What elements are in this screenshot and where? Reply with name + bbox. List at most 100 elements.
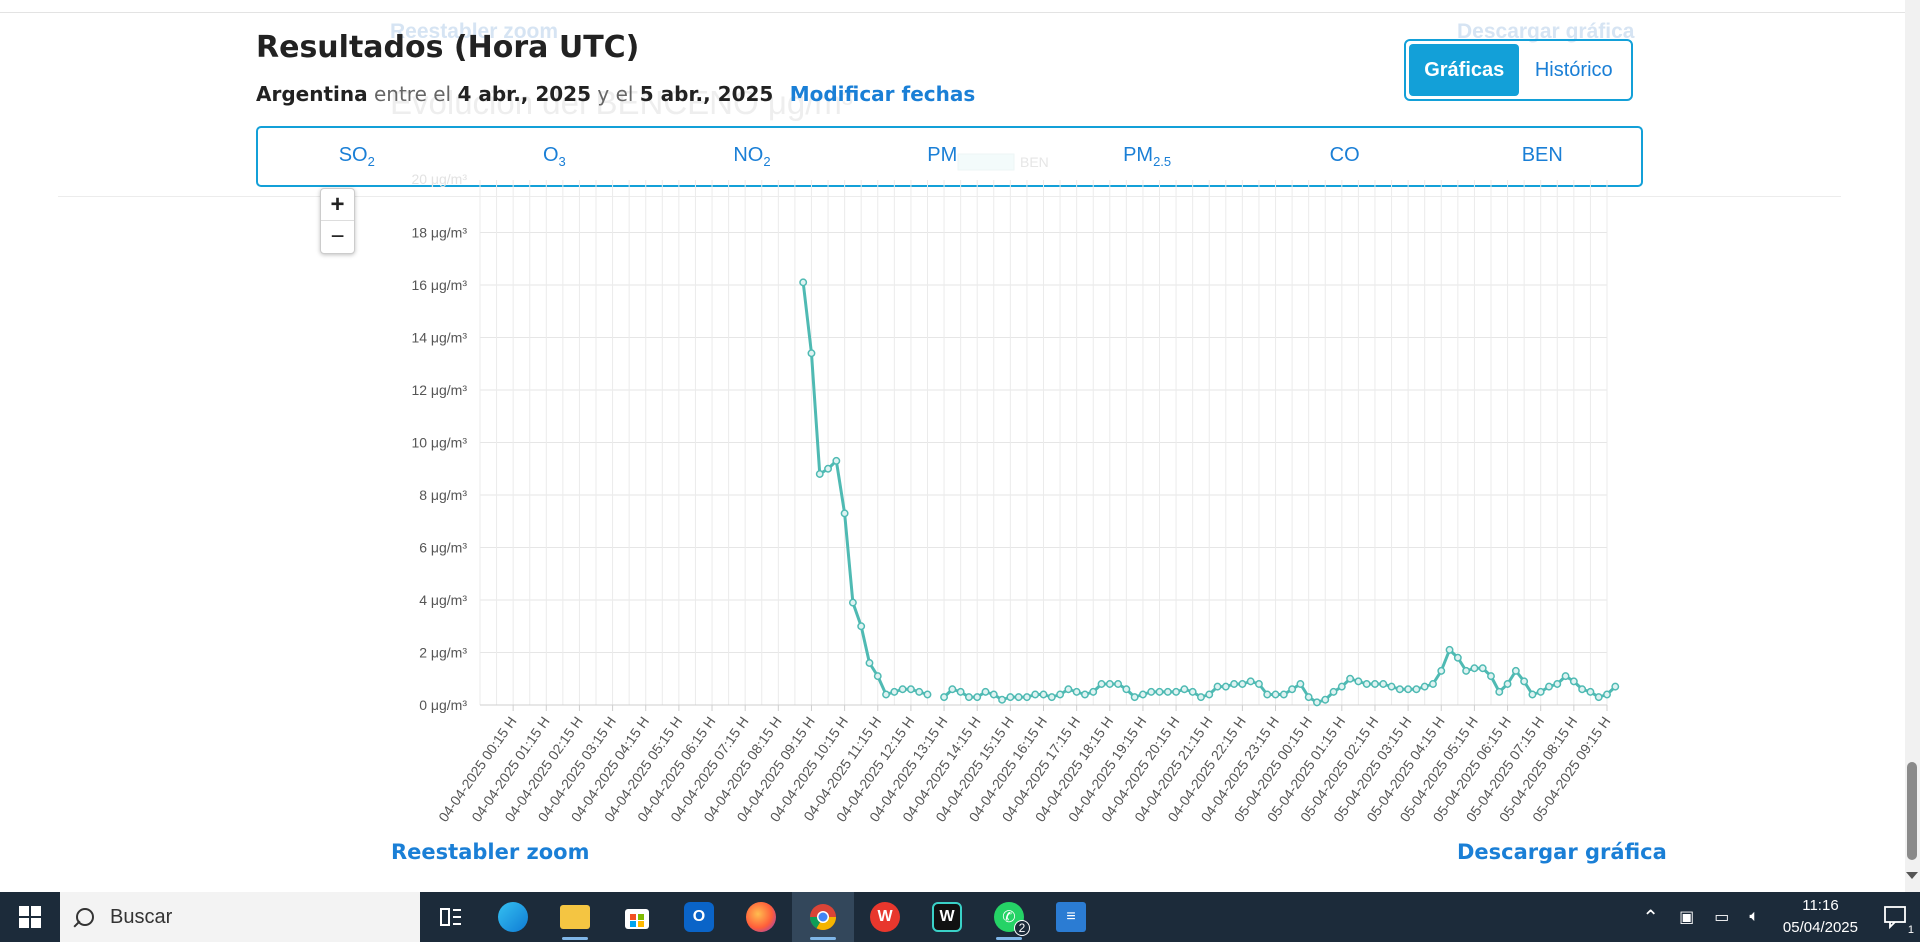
zoom-controls: + − <box>320 188 355 254</box>
y-tick-label: 10 μg/m³ <box>411 435 467 451</box>
data-point <box>882 690 891 699</box>
taskbar-search[interactable]: Buscar <box>60 892 420 942</box>
download-chart-link[interactable]: Descargar gráfica <box>1457 840 1667 864</box>
y-tick-label: 14 μg/m³ <box>411 330 467 346</box>
data-point <box>1064 685 1073 694</box>
data-point <box>964 693 973 702</box>
data-point <box>1304 693 1313 702</box>
volume-icon[interactable]: 🔈︎ <box>1749 908 1759 925</box>
series-line <box>801 282 928 696</box>
wps-icon: W <box>870 902 900 932</box>
data-point <box>1561 672 1570 681</box>
chrome-icon <box>809 904 837 931</box>
taskbar-edge[interactable] <box>482 892 544 942</box>
data-point <box>1329 687 1338 696</box>
and-text: y el <box>597 82 634 106</box>
tab-no2[interactable]: NO2 <box>733 144 771 169</box>
data-point <box>981 687 990 696</box>
data-point <box>848 598 857 607</box>
network-icon[interactable]: ▭ <box>1714 909 1730 926</box>
webex-icon: W <box>932 902 962 932</box>
taskbar-wps[interactable]: W <box>854 892 916 942</box>
notification-icon <box>1884 906 1906 929</box>
tab-co[interactable]: CO <box>1329 144 1360 166</box>
taskbar-outlook[interactable]: O <box>668 892 730 942</box>
data-point <box>989 690 998 699</box>
data-point <box>1412 685 1421 694</box>
outlook-icon: O <box>684 902 714 932</box>
system-tray: ⌃ ▣ ▭ 🔈︎ 11:16 05/04/2025 1 <box>1632 892 1920 942</box>
y-tick-label: 2 μg/m³ <box>419 645 467 661</box>
tab-ben[interactable]: BEN <box>1521 144 1563 166</box>
ghost-chart-title: Evolución del BENCENO μg/m³ <box>390 84 853 121</box>
tab-pm25[interactable]: PM2.5 <box>1123 144 1172 169</box>
data-point <box>1196 693 1205 702</box>
reset-zoom-link[interactable]: Reestabler zoom <box>391 840 590 864</box>
data-point <box>1172 687 1181 696</box>
data-point <box>1321 695 1330 704</box>
data-point <box>1022 693 1031 702</box>
tab-so2[interactable]: SO2 <box>338 144 375 169</box>
data-point <box>915 687 924 696</box>
data-point <box>1155 687 1164 696</box>
chevron-up-icon[interactable]: ⌃ <box>1642 906 1660 929</box>
zoom-out-button[interactable]: − <box>330 223 345 250</box>
start-button[interactable] <box>0 892 60 942</box>
taskbar-firefox[interactable] <box>730 892 792 942</box>
data-point <box>1122 685 1131 694</box>
zoom-in-button[interactable]: + <box>321 189 354 221</box>
data-point <box>1611 682 1620 691</box>
data-point <box>1511 666 1520 675</box>
date-from: 4 abr., 2025 <box>457 82 592 106</box>
meet-icon[interactable]: ▣ <box>1679 909 1695 926</box>
data-point <box>973 693 982 702</box>
clock[interactable]: 11:16 05/04/2025 <box>1783 895 1858 939</box>
y-tick-label: 4 μg/m³ <box>419 592 467 608</box>
page-title: Resultados (Hora UTC) <box>256 30 640 65</box>
data-point <box>1470 664 1479 673</box>
data-point <box>1031 690 1040 699</box>
data-point <box>1371 680 1379 688</box>
history-button[interactable]: Histórico <box>1534 58 1613 81</box>
data-point <box>1097 680 1106 688</box>
taskbar-webex[interactable]: W <box>916 892 978 942</box>
y-tick-label: 6 μg/m³ <box>419 540 467 556</box>
data-point <box>1346 674 1355 683</box>
data-point <box>956 687 965 696</box>
ghost-legend-swatch <box>957 153 1015 171</box>
modify-dates-link[interactable]: Modificar fechas <box>789 82 976 106</box>
data-point <box>1462 666 1471 675</box>
data-point <box>832 456 841 465</box>
data-point <box>1246 677 1255 686</box>
ghost-reset-zoom: Reestabler zoom <box>390 20 559 43</box>
data-point <box>1404 685 1413 694</box>
data-point <box>1545 682 1553 691</box>
taskbar-store[interactable] <box>606 892 668 942</box>
data-point <box>1478 664 1487 673</box>
data-point <box>923 690 932 699</box>
data-point <box>1271 690 1280 699</box>
notifications-button[interactable]: 1 <box>1872 892 1920 942</box>
data-point <box>898 685 907 694</box>
region-name: Argentina <box>256 82 368 106</box>
taskbar-whatsapp[interactable]: ✆ 2 <box>978 892 1040 942</box>
search-icon <box>76 908 94 926</box>
task-view-button[interactable] <box>420 892 482 942</box>
taskbar-doc-app[interactable]: ≡ <box>1040 892 1102 942</box>
data-point <box>1213 682 1222 691</box>
data-point <box>1487 672 1495 681</box>
data-point <box>1387 682 1396 691</box>
taskbar-file-explorer[interactable] <box>544 892 606 942</box>
notification-count: 1 <box>1907 924 1914 936</box>
data-point <box>1089 687 1098 696</box>
tab-o3[interactable]: O3 <box>542 144 566 169</box>
data-point <box>1163 687 1172 696</box>
scrollbar-thumb[interactable] <box>1907 762 1917 860</box>
taskbar-chrome[interactable] <box>792 892 854 942</box>
scrollbar-track[interactable] <box>1905 0 1920 892</box>
data-point <box>1453 653 1462 662</box>
data-point <box>1420 682 1429 691</box>
data-point <box>1528 690 1537 699</box>
graphs-button[interactable]: Gráficas <box>1409 44 1520 96</box>
scroll-down-arrow[interactable] <box>1906 872 1918 879</box>
